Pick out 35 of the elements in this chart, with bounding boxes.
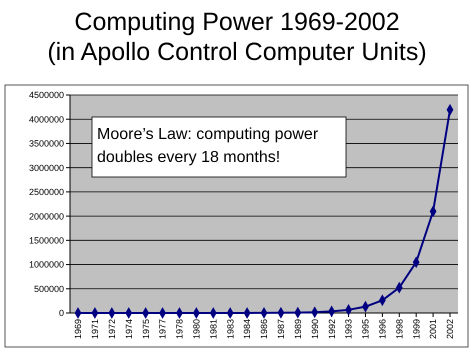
y-tick-label: 3000000	[28, 162, 64, 173]
y-tick-label: 1500000	[28, 235, 64, 246]
x-tick-label: 1992	[326, 319, 337, 340]
y-tick-label: 500000	[34, 284, 64, 294]
x-tick-label: 2001	[428, 319, 438, 340]
x-tick-label: 1987	[276, 319, 286, 340]
x-tick-label: 1975	[140, 319, 151, 340]
x-tick-label: 1972	[106, 319, 117, 340]
y-tick-label: 0	[58, 308, 64, 318]
y-tick-label: 3500000	[28, 138, 64, 149]
annotation: Moore’s Law: computing power doubles every 18 months!	[97, 126, 319, 166]
x-tick-label: 1999	[411, 319, 422, 340]
x-tick-label: 1993	[344, 319, 354, 340]
y-tick-label: 1000000	[28, 260, 64, 270]
x-tick-label: 1995	[360, 319, 371, 340]
x-tick-label: 1980	[192, 319, 202, 340]
x-tick-label: 2002	[445, 319, 456, 340]
chart-title: Computing Power 1969-2002 (in Apollo Control Computer Units)	[47, 8, 427, 66]
x-tick-label: 1983	[225, 319, 236, 340]
x-tick-label: 1977	[158, 319, 168, 340]
x-tick-label: 1989	[292, 319, 303, 340]
x-tick-label: 1971	[90, 319, 100, 340]
x-tick-label: 1978	[174, 319, 185, 340]
x-tick-label: 1986	[259, 319, 270, 340]
x-tick-label: 1974	[124, 319, 134, 340]
x-tick-label: 1998	[394, 319, 404, 340]
x-tick-label: 1969	[73, 319, 84, 340]
x-tick-label: 1984	[242, 319, 252, 340]
x-tick-label: 1990	[310, 319, 320, 340]
y-tick-label: 4000000	[28, 114, 64, 124]
y-tick-label: 2500000	[28, 187, 64, 198]
y-tick-label: 4500000	[28, 90, 64, 100]
x-tick-label: 1981	[208, 319, 218, 340]
x-tick-label: 1996	[378, 319, 388, 340]
y-tick-label: 2000000	[28, 211, 64, 222]
